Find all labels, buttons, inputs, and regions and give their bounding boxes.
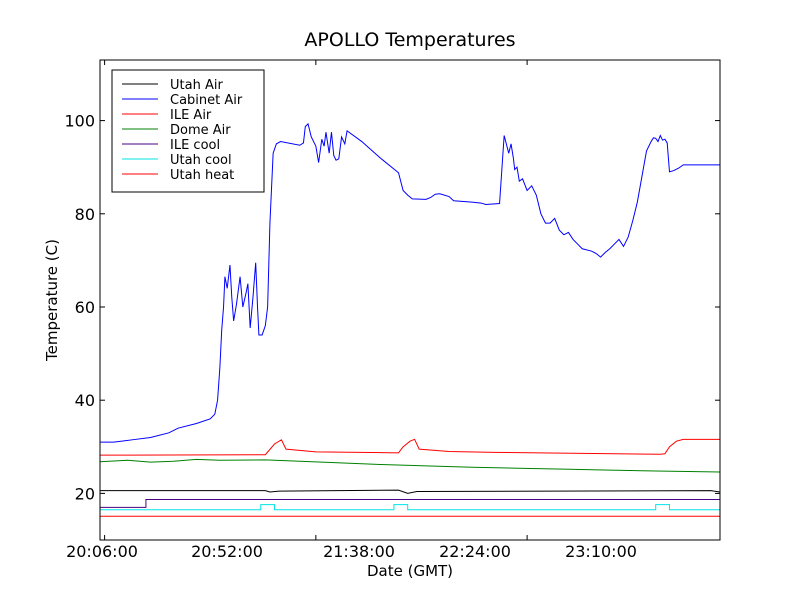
y-tick-label: 100 — [64, 112, 95, 131]
y-tick-label: 40 — [75, 391, 95, 410]
ticks-group: 20 40 60 80 100 20:06:00 20:52:00 21:38:00 22:24… — [64, 60, 720, 561]
legend-label-cabinet-air: Cabinet Air — [170, 93, 243, 108]
x-tick-label: 22:24:00 — [439, 542, 511, 561]
y-axis-label: Temperature (C) — [43, 239, 61, 362]
plot-frame — [99, 59, 721, 541]
y-tick-label: 80 — [75, 205, 95, 224]
x-axis-label: Date (GMT) — [367, 562, 453, 580]
legend-label-ile-air: ILE Air — [170, 108, 212, 123]
series-line-ile-cool — [100, 498, 720, 508]
series-line-ile-air — [100, 438, 720, 456]
series-line-dome-air — [100, 458, 720, 473]
series-line-cabinet-air — [100, 122, 720, 443]
legend-label-ile-cool: ILE cool — [170, 138, 220, 153]
legend-box — [111, 69, 265, 193]
x-tick-label: 20:52:00 — [191, 542, 263, 561]
x-tick-label: 23:10:00 — [565, 542, 637, 561]
legend-label-dome-air: Dome Air — [170, 123, 231, 138]
series-line-utah-cool — [100, 504, 720, 511]
x-tick-label: 20:06:00 — [66, 542, 138, 561]
x-tick-label: 21:38:00 — [323, 542, 395, 561]
legend-label-utah-heat: Utah heat — [170, 168, 234, 183]
series-group — [100, 122, 720, 517]
legend-label-utah-cool: Utah cool — [170, 153, 232, 168]
y-tick-label: 60 — [75, 298, 95, 317]
y-tick-label: 20 — [75, 484, 95, 503]
series-line-utah-air — [100, 489, 720, 494]
chart-title: APOLLO Temperatures — [304, 29, 515, 51]
legend-label-utah-air: Utah Air — [170, 78, 223, 93]
